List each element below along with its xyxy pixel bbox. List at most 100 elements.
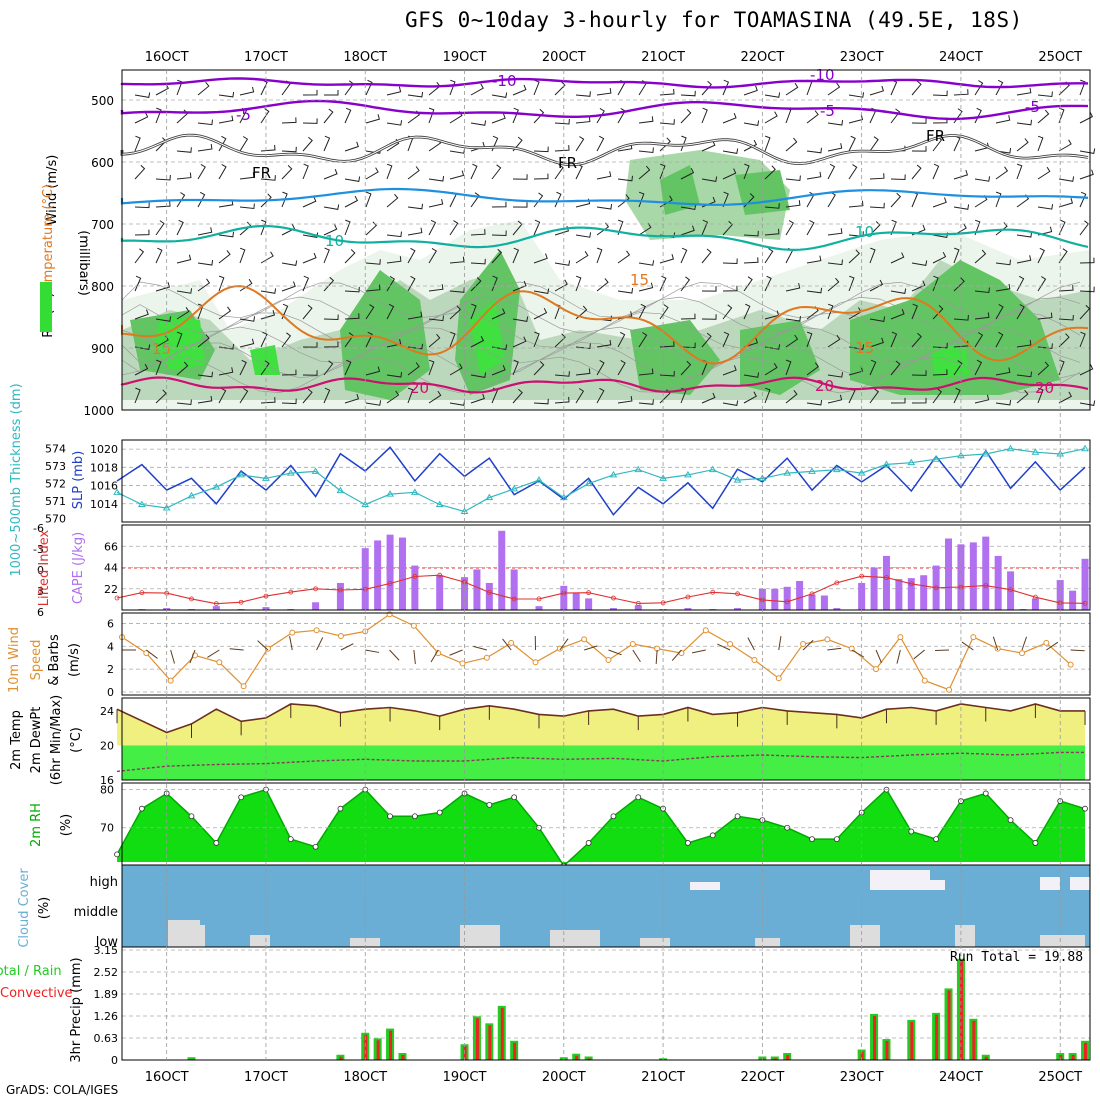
cape-bar-18 xyxy=(498,531,505,610)
wind-barb-161 xyxy=(408,228,422,235)
cloud-low-8 xyxy=(850,925,880,947)
wind-barb-15 xyxy=(156,175,170,180)
wind-barb-354 xyxy=(744,257,758,263)
upper-ytick-3: 800 xyxy=(91,280,114,294)
precip-conv-18 xyxy=(861,1052,864,1060)
label-2m-dewpt: 2m DewPt xyxy=(29,707,44,774)
bottom-xtick-3: 19OCT xyxy=(443,1070,487,1085)
cloud-high-2 xyxy=(930,880,945,890)
wind-barb-208 xyxy=(492,202,506,207)
rh-point-37 xyxy=(1033,840,1038,845)
cloud-low-4 xyxy=(460,925,500,947)
label-2m-rh: 2m RH xyxy=(29,803,44,847)
li-tick-4: 6 xyxy=(37,606,44,619)
wind-barb-506 xyxy=(1017,139,1028,152)
wind-point-12 xyxy=(411,623,416,628)
cape-bar-23 xyxy=(585,598,592,610)
label-temperature: Temperature (°C) xyxy=(41,184,56,297)
wind-barb-231 xyxy=(534,174,548,179)
wind-barb-244 xyxy=(555,192,561,207)
precip-tick-4: 0.63 xyxy=(94,1032,119,1045)
cape-bar-10 xyxy=(374,540,381,610)
wind-barb-313 xyxy=(681,109,691,123)
cape-bar-35 xyxy=(821,596,828,610)
rh-point-0 xyxy=(115,852,120,857)
wind-barb-410 xyxy=(849,136,855,151)
wind-barb-232 xyxy=(534,193,543,207)
rh-point-24 xyxy=(710,833,715,838)
wind-point-39 xyxy=(1068,662,1073,667)
cloud-high-4 xyxy=(1070,877,1090,890)
wind-barb-480 xyxy=(975,81,983,96)
precip-conv-3 xyxy=(377,1040,380,1060)
isotherm-label-7: 15 xyxy=(152,340,171,358)
cloud-low-10 xyxy=(1040,935,1085,947)
wind-barb-362 xyxy=(765,136,770,151)
wind-barb-387 xyxy=(807,172,821,179)
wind10m-barb-2 xyxy=(171,650,175,663)
wind-point-9 xyxy=(338,634,343,639)
wind-barb-103 xyxy=(303,276,308,291)
wind-barb-483 xyxy=(975,176,990,181)
wind-barb-26 xyxy=(177,147,191,152)
wind-barb-78 xyxy=(261,252,273,263)
wind-barb-133 xyxy=(366,114,379,123)
wind-point-20 xyxy=(606,658,611,663)
wind-barb-294 xyxy=(639,260,654,265)
precip-conv-20 xyxy=(885,1041,888,1060)
label-convective: Convective xyxy=(0,986,73,1001)
wind-barb-544 xyxy=(1080,192,1086,207)
wind-barb-193 xyxy=(471,120,486,125)
top-xtick-1: 17OCT xyxy=(244,50,288,65)
rh-point-3 xyxy=(189,814,194,819)
precip-tick-1: 2.52 xyxy=(94,966,119,979)
wind-barb-290 xyxy=(639,148,653,153)
wind-barb-204 xyxy=(492,93,507,98)
cloud-level-1: middle xyxy=(74,905,118,920)
wind10m-panel-frame xyxy=(122,613,1090,695)
rh-point-20 xyxy=(611,814,616,819)
label-minmax: (6hr Min/Max) xyxy=(49,695,64,785)
wind-barb-481 xyxy=(975,108,981,123)
wind-barb-504 xyxy=(1017,88,1031,95)
wind-barb-519 xyxy=(1038,167,1050,179)
wind-barb-120 xyxy=(345,81,353,95)
isotherm-label-15: -5 xyxy=(1025,98,1040,116)
wind10m-barb-21 xyxy=(633,650,641,662)
rh-point-13 xyxy=(437,810,442,815)
cape-bar-13 xyxy=(411,566,418,610)
wind-barb-219 xyxy=(513,174,527,179)
wind-barb-7 xyxy=(135,276,141,291)
rh-point-8 xyxy=(313,844,318,849)
label-barbs: & Barbs xyxy=(47,634,62,686)
wind-barb-195 xyxy=(471,164,477,179)
wind10m-barb-6 xyxy=(258,641,268,650)
wind-barb-366 xyxy=(765,249,773,264)
wind-barb-319 xyxy=(681,277,689,291)
wind-barb-424 xyxy=(870,203,884,208)
label-2m-temp: 2m Temp xyxy=(9,710,24,770)
rh-point-11 xyxy=(388,814,393,819)
wind-barb-29 xyxy=(177,220,183,235)
wind-barb-85 xyxy=(282,117,296,123)
wind-barb-505 xyxy=(1017,120,1032,125)
thick-tick-0: 574 xyxy=(45,443,66,456)
upper-ytick-0: 500 xyxy=(91,94,114,108)
wind-barb-110 xyxy=(324,136,330,151)
wind-barb-160 xyxy=(408,204,423,209)
wind-barb-360 xyxy=(765,92,780,97)
wind-barb-532 xyxy=(1059,198,1072,207)
rh-point-21 xyxy=(636,795,641,800)
cloud-low-6 xyxy=(640,938,670,947)
wind-barb-361 xyxy=(765,112,777,123)
wind-barb-447 xyxy=(912,165,921,179)
wind-barb-64 xyxy=(240,204,254,209)
wind-barb-460 xyxy=(933,198,946,207)
wind-barb-156 xyxy=(408,92,423,97)
precip-tick-2: 1.89 xyxy=(94,988,119,1001)
wind-barb-241 xyxy=(555,119,569,124)
wind-barb-314 xyxy=(681,136,686,151)
wind-barb-396 xyxy=(828,83,840,95)
wind-barb-169 xyxy=(429,108,434,123)
wind-barb-228 xyxy=(534,80,539,95)
